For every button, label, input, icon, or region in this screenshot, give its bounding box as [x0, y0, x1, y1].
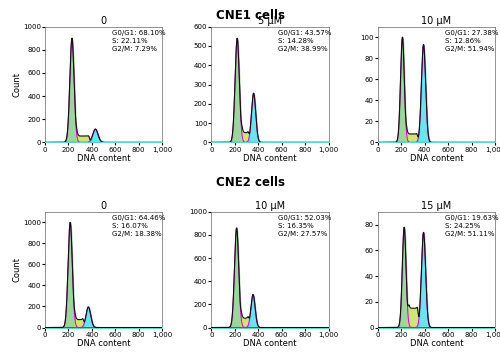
- Title: 15 μM: 15 μM: [422, 201, 452, 211]
- X-axis label: DNA content: DNA content: [77, 339, 130, 348]
- Text: G0/G1: 27.38%
S: 12.86%
G2/M: 51.94%: G0/G1: 27.38% S: 12.86% G2/M: 51.94%: [444, 30, 498, 52]
- Text: CNE2 cells: CNE2 cells: [216, 176, 284, 189]
- Text: CNE1 cells: CNE1 cells: [216, 9, 284, 22]
- Text: G0/G1: 19.63%
S: 24.25%
G2/M: 51.11%: G0/G1: 19.63% S: 24.25% G2/M: 51.11%: [444, 215, 498, 237]
- Title: 5 μM: 5 μM: [258, 16, 282, 26]
- Text: G0/G1: 43.57%
S: 14.28%
G2/M: 38.99%: G0/G1: 43.57% S: 14.28% G2/M: 38.99%: [278, 30, 332, 52]
- Text: G0/G1: 68.10%
S: 22.11%
G2/M: 7.29%: G0/G1: 68.10% S: 22.11% G2/M: 7.29%: [112, 30, 166, 52]
- X-axis label: DNA content: DNA content: [243, 339, 297, 348]
- Y-axis label: Count: Count: [12, 72, 22, 97]
- X-axis label: DNA content: DNA content: [77, 154, 130, 163]
- X-axis label: DNA content: DNA content: [410, 154, 463, 163]
- Title: 0: 0: [100, 16, 106, 26]
- Y-axis label: Count: Count: [12, 257, 22, 282]
- Text: G0/G1: 64.46%
S: 16.07%
G2/M: 18.38%: G0/G1: 64.46% S: 16.07% G2/M: 18.38%: [112, 215, 165, 237]
- Title: 10 μM: 10 μM: [255, 201, 285, 211]
- X-axis label: DNA content: DNA content: [410, 339, 463, 348]
- X-axis label: DNA content: DNA content: [243, 154, 297, 163]
- Title: 10 μM: 10 μM: [422, 16, 452, 26]
- Text: G0/G1: 52.03%
S: 16.35%
G2/M: 27.57%: G0/G1: 52.03% S: 16.35% G2/M: 27.57%: [278, 215, 332, 237]
- Title: 0: 0: [100, 201, 106, 211]
